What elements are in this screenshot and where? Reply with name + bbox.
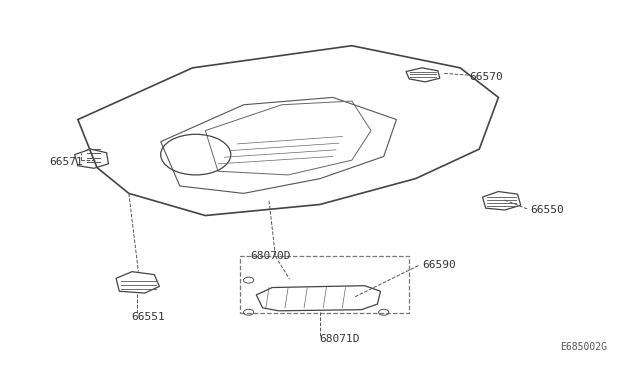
Text: 66550: 66550 [531,205,564,215]
Text: 68071D: 68071D [319,334,360,344]
Text: 66571: 66571 [49,157,83,167]
Text: 66570: 66570 [470,72,504,82]
Text: 68070D: 68070D [250,251,291,261]
Text: 66590: 66590 [422,260,456,270]
Text: 66551: 66551 [131,312,165,322]
Text: E685002G: E685002G [560,342,607,352]
